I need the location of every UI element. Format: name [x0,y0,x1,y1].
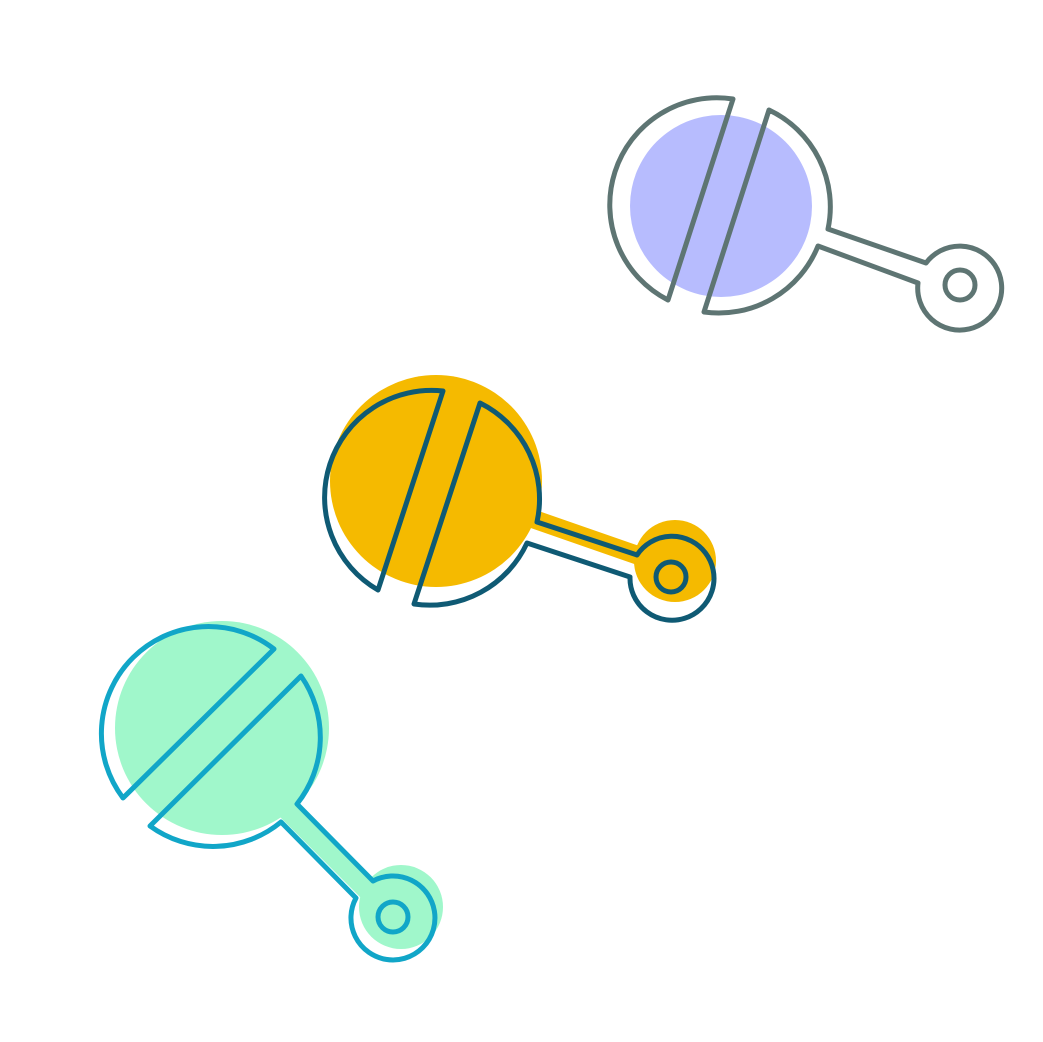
rattle-outline-ring [942,267,978,303]
rattle-outline-left [607,95,736,303]
rattle-outline-left [322,387,446,593]
rattle-fill-disc [630,115,812,297]
rattle-fill-disc [330,375,542,587]
rattle-outline-ring [375,899,411,935]
rattle-outline-left [98,624,277,801]
rattle-outline-right [701,107,1005,333]
rattle-fill-disc [115,621,329,835]
rattle-outline-right [147,673,438,963]
rattle-outline-ring [653,559,689,595]
rattle-fill-handle [278,800,378,900]
rattle-outline-right [411,400,717,623]
